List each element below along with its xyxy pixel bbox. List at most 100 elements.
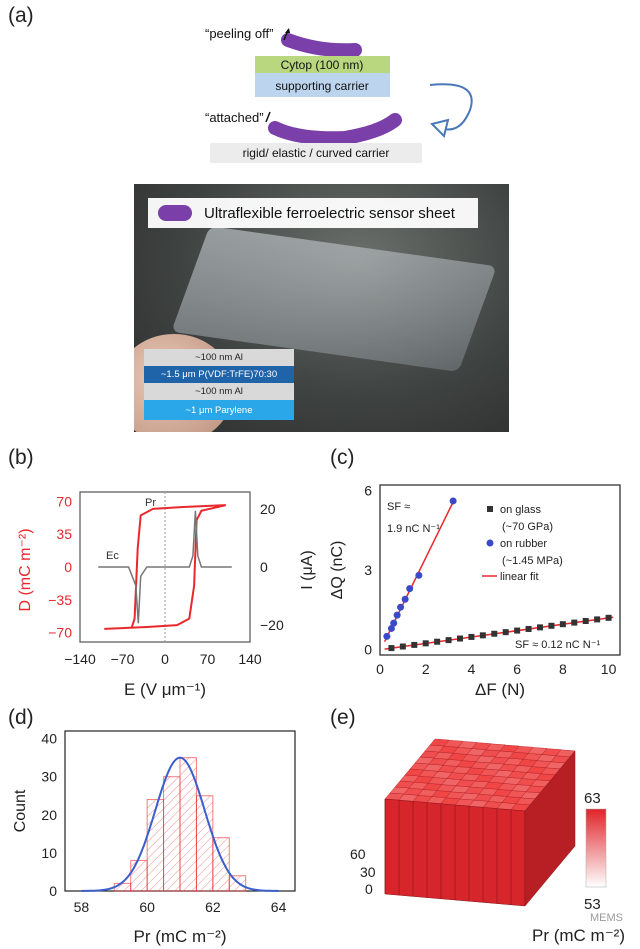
- cytop-label: Cytop (100 nm): [281, 58, 364, 72]
- chart-e-tick-60: 60: [350, 846, 366, 862]
- chart-c-ytick: 0: [364, 642, 372, 658]
- glass-point: [502, 629, 509, 636]
- histogram-bar: [113, 882, 132, 892]
- glass-point: [582, 618, 589, 624]
- chart-d-ytick: 30: [41, 769, 57, 785]
- chart-d-ytick: 40: [41, 731, 57, 747]
- chart-b: D (mC m⁻²) I (μA) E (V μm⁻¹) Pr Ec −140−…: [17, 491, 316, 699]
- chart-c-xtick: 8: [559, 661, 567, 677]
- cytop-layer: [255, 56, 390, 73]
- colorbar-max: 63: [584, 790, 601, 807]
- layer-parylene: ~1 μm Parylene: [144, 400, 294, 420]
- chart-b-xtick: −140: [64, 651, 96, 667]
- rubber-point: [397, 603, 405, 611]
- hysteresis-upper: [130, 504, 226, 629]
- sheet-swatch: [158, 205, 192, 221]
- chart-b-ytick-right: 0: [260, 559, 268, 575]
- chart-c-xtick: 0: [376, 661, 384, 677]
- chart-c-glass-slope: SF ≈ 0.12 nC N⁻¹: [515, 639, 601, 651]
- rubber-point: [383, 632, 391, 640]
- chart-b-ylabel-right: I (μA): [299, 550, 316, 589]
- supporting-carrier: [255, 73, 390, 97]
- peeling-label: “peeling off”: [205, 26, 273, 41]
- chart-b-ylabel-left: D (mC m⁻²): [17, 528, 34, 611]
- rubber-point: [449, 497, 457, 505]
- chart-b-xtick: 140: [238, 651, 262, 667]
- chart-c-xlabel: ΔF (N): [475, 680, 525, 699]
- photo-legend: Ultraflexible ferroelectric sensor sheet: [148, 198, 478, 228]
- glass-point: [457, 635, 463, 642]
- gaussian-fit: [81, 756, 279, 892]
- chart-c-xtick: 10: [601, 661, 617, 677]
- rubber-point: [387, 624, 395, 632]
- peeling-schematic: “peeling off” Cytop (100 nm) supporting …: [205, 26, 473, 163]
- chart-e-tick-30: 30: [360, 864, 376, 880]
- histogram-bar: [163, 776, 181, 892]
- panel-label-b: (b): [8, 446, 34, 469]
- chart-b-ytick-right: 20: [260, 501, 276, 517]
- chart-c-xtick: 6: [513, 661, 521, 677]
- rubber-point: [401, 595, 409, 603]
- layer-pvdf: ~1.5 μm P(VDF:TrFE)70:30: [144, 366, 294, 383]
- chart-c-frame: [379, 484, 621, 656]
- legend-rubber-label: on rubber: [500, 538, 547, 550]
- layer-al-bottom: ~100 nm Al: [144, 383, 294, 400]
- chart-b-ytick-left: 0: [64, 559, 72, 575]
- chart-d-xtick: 58: [74, 899, 90, 915]
- glass-point: [434, 638, 441, 645]
- chart-c-ytick: 3: [364, 562, 372, 578]
- panel-label-c: (c): [330, 446, 355, 469]
- chart-c-rubber-slope-2: 1.9 nC N⁻¹: [387, 523, 440, 535]
- chart-c-ytick: 6: [364, 482, 372, 498]
- chart-b-ytick-left: 70: [56, 493, 72, 509]
- chart-b-xtick: 0: [161, 651, 169, 667]
- layer-stack: ~100 nm Al ~1.5 μm P(VDF:TrFE)70:30 ~100…: [144, 349, 294, 420]
- chart-b-ytick-left: −70: [48, 625, 72, 641]
- panel-label-d: (d): [8, 706, 34, 729]
- chart-d: Count Pr (mC m⁻²) 58 60 62 64 0 10 20 30 40: [12, 730, 296, 946]
- panel-label-e: (e): [330, 706, 356, 729]
- chart-b-xtick: 70: [200, 651, 216, 667]
- chart-e-tick-0: 0: [365, 881, 373, 897]
- chart-d-ytick: 0: [49, 883, 57, 899]
- attached-label: “attached”: [205, 110, 264, 125]
- chart-b-xlabel: E (V μm⁻¹): [124, 680, 206, 699]
- legend-glass-label: on glass: [500, 504, 541, 516]
- glass-point: [479, 632, 486, 639]
- colorbar: [585, 808, 607, 888]
- legend-fit-label: linear fit: [500, 571, 539, 583]
- glass-point: [411, 641, 418, 648]
- sensor-photo: Ultraflexible ferroelectric sensor sheet…: [134, 184, 509, 432]
- chart-b-ytick-left: −35: [48, 592, 72, 608]
- chart-c-ylabel: ΔQ (nC): [329, 541, 346, 600]
- rubber-point: [406, 585, 414, 593]
- chart-d-xtick: 64: [271, 899, 287, 915]
- attached-sheet: [268, 113, 402, 146]
- glass-point: [468, 633, 475, 640]
- chart-b-ytick-right: −20: [260, 617, 284, 633]
- photo-legend-text: Ultraflexible ferroelectric sensor sheet: [204, 204, 455, 222]
- hysteresis-lower: [104, 504, 226, 630]
- rubber-point: [390, 619, 398, 627]
- legend-rubber-sub: (~1.45 MPa): [502, 555, 563, 567]
- chart-d-ylabel: Count: [12, 789, 29, 832]
- glass-point: [422, 640, 429, 647]
- chart-d-ytick: 10: [41, 845, 57, 861]
- colorbar-min: 53: [584, 896, 601, 913]
- glass-point: [399, 643, 406, 650]
- chart-c-legend: on glass (~70 GPa) on rubber (~1.45 MPa)…: [482, 504, 563, 583]
- chart-c: ΔQ (nC) ΔF (N) SF ≈ 1.9 nC N⁻¹ SF ≈ 0.12…: [329, 482, 621, 699]
- glass-point: [594, 616, 601, 623]
- glass-point: [445, 637, 452, 644]
- chart-b-ec-annotation: Ec: [106, 550, 119, 562]
- down-arrow-icon: [265, 111, 271, 123]
- chart-c-rubber-slope-1: SF ≈: [387, 501, 410, 513]
- chart-b-ytick-left: 35: [56, 526, 72, 542]
- chart-d-ytick: 20: [41, 807, 57, 823]
- glass-point: [491, 630, 498, 637]
- support-label: supporting carrier: [275, 79, 368, 93]
- glass-point: [388, 645, 395, 652]
- glass-point: [571, 619, 578, 626]
- glass-point: [559, 621, 566, 628]
- glass-point: [605, 614, 612, 621]
